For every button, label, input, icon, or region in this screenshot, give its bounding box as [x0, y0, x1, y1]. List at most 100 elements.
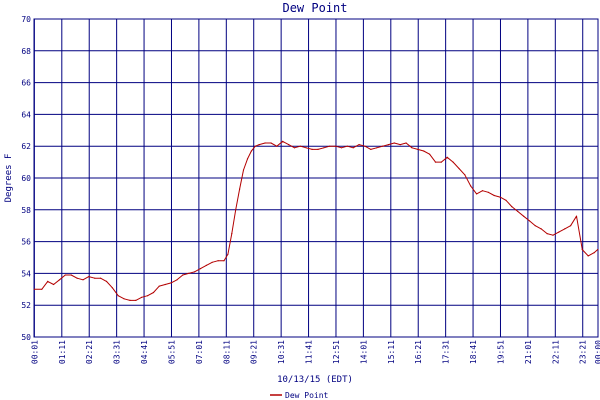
y-axis-ticks: 50 52 54 56 58 60 62 64 66 68 70	[21, 15, 31, 342]
data-point	[570, 225, 572, 227]
data-point	[317, 148, 319, 150]
x-tick-label: 11:41	[305, 340, 314, 364]
data-point	[540, 228, 542, 230]
data-point	[188, 272, 190, 274]
x-tick-label: 15:11	[387, 340, 396, 364]
data-point	[88, 276, 90, 278]
y-tick-label: 54	[21, 269, 31, 278]
data-point	[387, 144, 390, 146]
series-group	[33, 140, 599, 301]
data-point	[299, 145, 301, 147]
x-tick-label: 09:21	[250, 340, 259, 364]
x-tick-label: 00:00	[594, 340, 600, 364]
data-point	[352, 147, 354, 149]
x-axis-label: 10/13/15 (EDT)	[277, 375, 353, 385]
x-tick-label: 19:51	[496, 340, 505, 364]
data-point	[481, 190, 484, 192]
data-point	[528, 220, 531, 222]
data-point	[452, 161, 454, 163]
data-point	[370, 148, 372, 150]
data-point	[440, 161, 442, 163]
data-point	[464, 174, 466, 176]
data-point	[205, 264, 207, 266]
x-tick-label: 10:31	[277, 340, 286, 364]
chart-title: Dew Point	[282, 1, 347, 15]
data-point	[405, 142, 407, 144]
data-point	[105, 280, 108, 282]
data-point	[194, 271, 196, 273]
data-point	[94, 277, 96, 279]
x-tick-label: 17:31	[442, 340, 451, 364]
data-point	[493, 194, 495, 197]
data-point	[458, 167, 460, 170]
y-tick-label: 64	[21, 110, 31, 119]
data-point	[429, 153, 431, 155]
x-tick-label: 02:21	[85, 340, 94, 364]
data-point	[399, 144, 401, 146]
data-point	[393, 142, 395, 144]
data-point	[246, 158, 249, 160]
y-tick-label: 68	[21, 47, 31, 56]
data-point	[575, 215, 578, 217]
data-point	[227, 253, 229, 255]
data-point	[364, 145, 366, 147]
y-tick-label: 60	[21, 174, 31, 183]
data-point	[254, 145, 256, 147]
data-point	[258, 144, 260, 146]
data-point	[33, 288, 36, 290]
data-point	[382, 145, 384, 147]
x-tick-label: 23:21	[579, 340, 588, 364]
y-tick-label: 56	[21, 238, 31, 247]
x-tick-label: 00:01	[30, 340, 39, 364]
data-point	[129, 299, 131, 301]
data-point	[47, 280, 49, 282]
data-point	[70, 274, 72, 276]
data-point	[552, 234, 554, 236]
data-point	[82, 279, 84, 281]
data-point	[434, 161, 437, 163]
data-point	[270, 142, 272, 144]
x-tick-label: 22:11	[551, 340, 560, 364]
y-tick-label: 62	[21, 142, 31, 151]
data-point	[288, 144, 290, 146]
data-point	[305, 147, 307, 149]
data-point	[505, 199, 507, 201]
y-tick-label: 58	[21, 206, 31, 215]
legend: Dew Point	[270, 391, 329, 400]
data-point	[141, 296, 143, 298]
data-point	[376, 147, 378, 149]
data-point	[335, 145, 337, 147]
data-point	[250, 150, 252, 152]
y-tick-label: 66	[21, 79, 31, 88]
x-axis-ticks: 00:01 01:11 02:21 03:31 04:41 05:51 07:01 08:11…	[30, 340, 600, 364]
data-point	[446, 156, 448, 158]
data-point	[123, 298, 125, 300]
x-tick-label: 16:21	[414, 340, 423, 364]
data-point	[152, 291, 155, 294]
data-point	[182, 274, 184, 276]
data-point	[558, 231, 560, 233]
data-point	[41, 288, 43, 290]
y-tick-label: 52	[21, 301, 31, 310]
data-point	[564, 228, 566, 230]
x-tick-label: 14:01	[359, 340, 368, 364]
data-point	[293, 147, 296, 149]
x-tick-label: 08:11	[222, 340, 231, 364]
data-point	[323, 147, 325, 149]
data-point	[264, 142, 266, 144]
data-point	[117, 295, 119, 297]
legend-label: Dew Point	[285, 391, 329, 400]
x-tick-label: 18:41	[469, 340, 478, 364]
data-point	[470, 185, 472, 187]
data-point	[170, 282, 172, 284]
data-point	[487, 191, 489, 193]
data-point	[199, 268, 202, 270]
data-point	[276, 145, 278, 147]
chart-grid	[33, 18, 599, 338]
data-point	[176, 279, 178, 281]
y-tick-label: 50	[21, 333, 31, 342]
data-point	[147, 295, 149, 297]
x-tick-label: 04:41	[140, 340, 149, 364]
data-point	[158, 285, 160, 287]
